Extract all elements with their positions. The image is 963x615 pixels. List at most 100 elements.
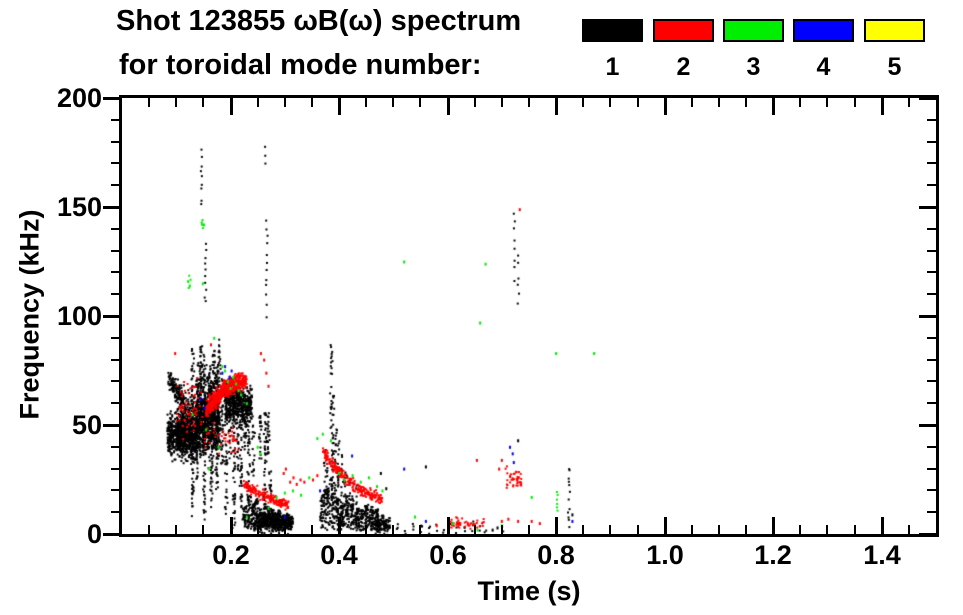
x-minor-tick <box>311 525 313 534</box>
y-minor-tick <box>111 511 122 513</box>
y-minor-tick <box>111 337 122 339</box>
x-minor-tick <box>691 525 693 534</box>
x-axis-title: Time (s) <box>477 576 581 606</box>
x-minor-tick-top <box>175 98 177 107</box>
y-minor-tick-right <box>927 271 936 273</box>
y-minor-tick-right <box>927 511 936 513</box>
x-minor-tick <box>148 525 150 534</box>
y-minor-tick <box>111 141 122 143</box>
x-major-tick <box>447 517 450 534</box>
x-major-tick-top <box>664 98 667 115</box>
x-minor-tick <box>582 525 584 534</box>
y-minor-tick-right <box>927 446 936 448</box>
legend-swatch-mode1 <box>582 19 643 42</box>
x-minor-tick <box>609 525 611 534</box>
y-minor-tick <box>111 162 122 164</box>
y-minor-tick <box>111 250 122 252</box>
x-minor-tick-top <box>365 98 367 107</box>
figure-title-line1: Shot 123855 ωB(ω) spectrum <box>116 5 522 37</box>
y-minor-tick-right <box>927 119 936 121</box>
y-tick-label: 0 <box>86 519 102 549</box>
y-minor-tick <box>111 489 122 491</box>
legend-label-mode5: 5 <box>887 53 902 81</box>
x-minor-tick-top <box>745 98 747 107</box>
y-major-tick-right <box>919 206 936 209</box>
y-major-tick <box>103 424 122 427</box>
x-major-tick-top <box>881 98 884 115</box>
legend-label-mode4: 4 <box>816 53 831 81</box>
x-minor-tick <box>257 525 259 534</box>
x-major-tick <box>772 517 775 534</box>
x-tick-label: 0.6 <box>429 540 467 570</box>
x-minor-tick-top <box>826 98 828 107</box>
y-minor-tick <box>111 380 122 382</box>
x-minor-tick-top <box>501 98 503 107</box>
x-tick-label: 0.4 <box>320 540 358 570</box>
y-major-tick-right <box>919 315 936 318</box>
x-minor-tick-top <box>691 98 693 107</box>
y-minor-tick-right <box>927 337 936 339</box>
y-major-tick-right <box>919 533 936 536</box>
x-minor-tick-top <box>148 98 150 107</box>
y-major-tick <box>103 206 122 209</box>
x-tick-label: 0.8 <box>537 540 575 570</box>
x-tick-label: 1.4 <box>863 540 901 570</box>
x-major-tick <box>338 517 341 534</box>
y-minor-tick-right <box>927 489 936 491</box>
y-tick-label: 100 <box>56 301 102 331</box>
y-minor-tick <box>111 119 122 121</box>
y-minor-tick-right <box>927 184 936 186</box>
y-minor-tick-right <box>927 228 936 230</box>
y-minor-tick <box>111 446 122 448</box>
y-minor-tick <box>111 228 122 230</box>
x-minor-tick-top <box>908 98 910 107</box>
legend-label-mode1: 1 <box>605 53 620 81</box>
y-major-tick <box>103 315 122 318</box>
x-major-tick <box>555 517 558 534</box>
x-minor-tick <box>854 525 856 534</box>
y-minor-tick <box>111 184 122 186</box>
x-minor-tick-top <box>202 98 204 107</box>
x-minor-tick <box>637 525 639 534</box>
legend-swatch-mode5 <box>864 19 925 42</box>
y-minor-tick-right <box>927 293 936 295</box>
x-minor-tick-top <box>419 98 421 107</box>
y-major-tick <box>103 97 122 100</box>
x-minor-tick <box>474 525 476 534</box>
x-minor-tick-top <box>284 98 286 107</box>
x-minor-tick-top <box>718 98 720 107</box>
legend-label-mode2: 2 <box>676 53 691 81</box>
x-major-tick-top <box>230 98 233 115</box>
x-major-tick-top <box>772 98 775 115</box>
x-major-tick-top <box>447 98 450 115</box>
x-tick-label: 0.2 <box>212 540 250 570</box>
y-minor-tick-right <box>927 162 936 164</box>
x-minor-tick-top <box>582 98 584 107</box>
x-major-tick <box>664 517 667 534</box>
x-minor-tick <box>419 525 421 534</box>
y-minor-tick-right <box>927 141 936 143</box>
x-minor-tick-top <box>528 98 530 107</box>
x-minor-tick <box>908 525 910 534</box>
x-minor-tick-top <box>257 98 259 107</box>
y-tick-label: 200 <box>56 83 102 113</box>
figure-title-line2: for toroidal mode number: <box>119 49 482 81</box>
x-minor-tick <box>528 525 530 534</box>
x-minor-tick <box>175 525 177 534</box>
x-minor-tick <box>826 525 828 534</box>
y-minor-tick <box>111 293 122 295</box>
x-minor-tick-top <box>474 98 476 107</box>
y-major-tick-right <box>919 424 936 427</box>
y-major-tick-right <box>919 97 936 100</box>
x-minor-tick <box>799 525 801 534</box>
y-minor-tick-right <box>927 468 936 470</box>
x-minor-tick-top <box>799 98 801 107</box>
x-minor-tick <box>284 525 286 534</box>
y-minor-tick-right <box>927 402 936 404</box>
y-tick-label: 50 <box>71 410 102 440</box>
legend-swatch-mode2 <box>653 19 714 42</box>
x-tick-label: 1.0 <box>646 540 684 570</box>
y-minor-tick <box>111 402 122 404</box>
y-minor-tick <box>111 359 122 361</box>
